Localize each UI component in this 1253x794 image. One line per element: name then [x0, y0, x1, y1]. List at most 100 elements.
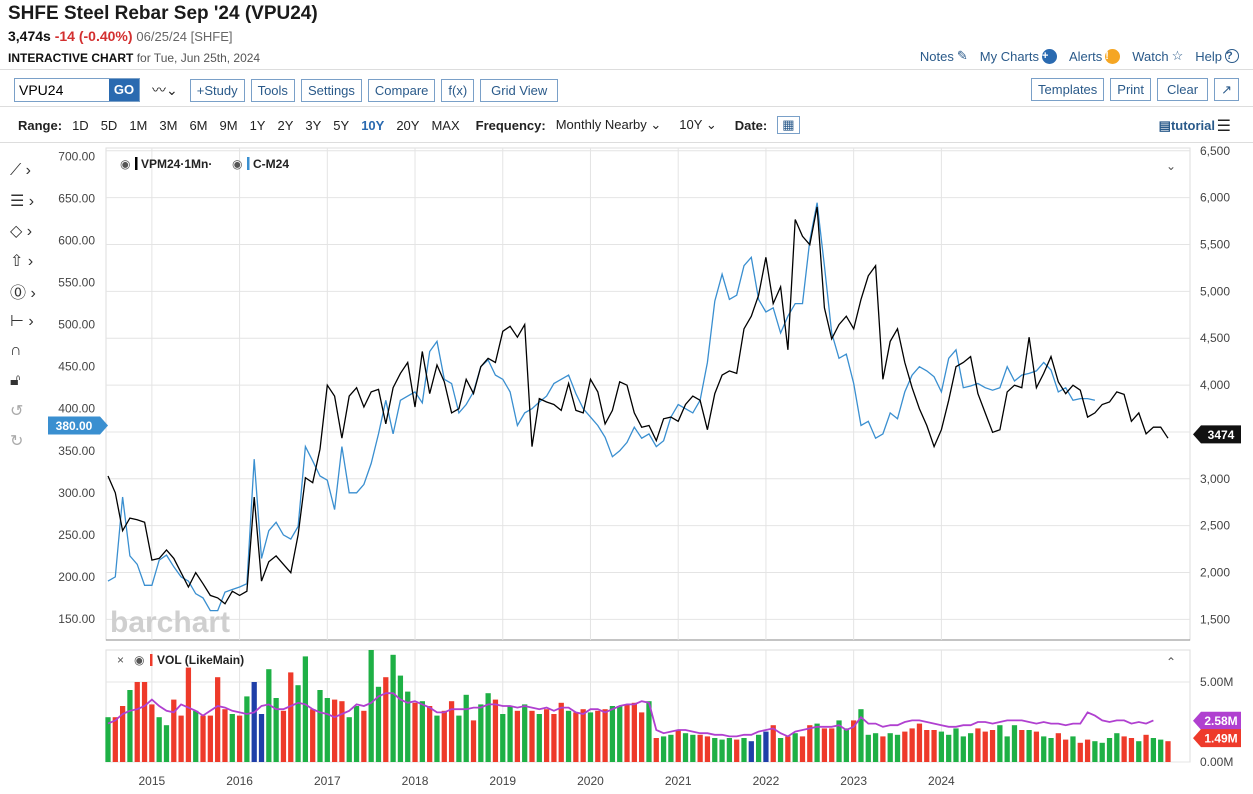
chart-legend: ◉ VPM24·1Mn· ◉ C-M24 ⌄: [120, 157, 1176, 173]
watch-link[interactable]: Watch ☆: [1132, 48, 1183, 64]
left-tick-label: 450.00: [58, 360, 95, 374]
volume-bar: [127, 690, 133, 762]
arrow-tool-icon[interactable]: ⇧ ›: [10, 252, 34, 270]
expand-icon[interactable]: ↗: [1214, 78, 1239, 101]
x-tick-label: 2022: [753, 774, 780, 788]
volume-bar: [946, 734, 952, 762]
frequency-select[interactable]: Monthly Nearby ⌄: [556, 117, 662, 133]
right-tick-label: 5,000: [1200, 284, 1230, 298]
undo-icon[interactable]: ↺: [10, 402, 24, 420]
my-charts-link[interactable]: My Charts +: [980, 48, 1057, 64]
chart-type-icon[interactable]: 〰⌄: [152, 82, 178, 98]
volume-bar: [1158, 739, 1164, 762]
grid-view-button[interactable]: Grid View: [480, 78, 559, 102]
volume-bar: [236, 715, 243, 762]
fib-tool-icon[interactable]: ☰ ›: [10, 192, 35, 210]
go-button[interactable]: GO: [109, 79, 139, 101]
volume-bar: [500, 714, 506, 762]
volume-bar: [1121, 736, 1127, 762]
magnet-icon[interactable]: ∩: [10, 341, 22, 359]
left-tick-label: 300.00: [58, 486, 95, 500]
volume-average-marker: 2.58M: [1193, 711, 1241, 730]
range-3y[interactable]: 3Y: [305, 117, 322, 133]
volume-bar: [105, 717, 111, 762]
volume-bar: [712, 738, 718, 762]
volume-bar: [397, 675, 404, 762]
volume-bar: [1004, 736, 1010, 762]
tutorial-link[interactable]: ▤tutorial: [1159, 118, 1215, 134]
range-5y[interactable]: 5Y: [333, 117, 350, 133]
left-tick-label: 250.00: [58, 528, 95, 542]
volume-bar: [851, 720, 857, 762]
volume-bar: [441, 710, 447, 762]
range-20y[interactable]: 20Y: [396, 117, 420, 133]
measure-tool-icon[interactable]: ⊢ ›: [10, 312, 34, 330]
volume-bar: [887, 733, 893, 762]
range-10y[interactable]: 10Y: [361, 117, 385, 133]
clear-button[interactable]: Clear: [1157, 78, 1209, 101]
svg-text:3474: 3474: [1208, 428, 1235, 442]
right-tick-label: 5,500: [1200, 238, 1230, 252]
range-max[interactable]: MAX: [431, 117, 460, 133]
tutorial-label: tutorial: [1170, 118, 1215, 133]
volume-bar: [1055, 733, 1061, 762]
right-tick-label: 2,000: [1200, 566, 1230, 580]
range-9m[interactable]: 9M: [219, 117, 238, 133]
period-select[interactable]: 10Y ⌄: [679, 117, 716, 133]
symbol-input[interactable]: [15, 79, 109, 101]
tools-button[interactable]: Tools: [250, 78, 295, 102]
print-button[interactable]: Print: [1110, 78, 1152, 101]
volume-bar: [880, 736, 886, 762]
svg-text:1.49M: 1.49M: [1204, 732, 1237, 746]
range-3m[interactable]: 3M: [159, 117, 178, 133]
volume-bar: [551, 714, 557, 762]
study-button[interactable]: +Study: [189, 78, 245, 102]
templates-button[interactable]: Templates: [1031, 78, 1105, 101]
compare-button[interactable]: Compare: [367, 78, 436, 102]
range-2y[interactable]: 2Y: [277, 117, 294, 133]
alerts-label: Alerts: [1069, 48, 1103, 64]
volume-bar: [178, 715, 184, 762]
volume-bar: [865, 734, 871, 762]
volume-bar: [492, 699, 499, 762]
x-tick-label: 2016: [226, 774, 253, 788]
range-6m[interactable]: 6M: [189, 117, 208, 133]
volume-bar: [288, 672, 294, 762]
volume-bar: [207, 715, 213, 762]
menu-icon[interactable]: ☰: [1216, 118, 1231, 135]
notes-link[interactable]: Notes ✎: [920, 48, 968, 64]
svg-text:380.00: 380.00: [56, 419, 93, 433]
volume-bar: [339, 701, 345, 762]
volume-bar: [368, 650, 374, 762]
range-1d[interactable]: 1D: [72, 117, 89, 133]
trendline-tool-icon[interactable]: ⟋ ›: [10, 161, 31, 179]
volume-average-line: [107, 692, 1154, 738]
collapse-chevron-icon: ⌄: [1166, 159, 1176, 173]
legend-swatch: [150, 654, 153, 666]
calendar-icon[interactable]: ▦: [777, 116, 800, 134]
fx-button[interactable]: f(x): [441, 78, 475, 102]
volume-tick-label: 0.00M: [1200, 755, 1233, 769]
volume-bar: [755, 734, 762, 762]
range-1y[interactable]: 1Y: [249, 117, 266, 133]
volume-bar: [924, 730, 930, 762]
range-5d[interactable]: 5D: [100, 117, 118, 133]
volume-bar: [565, 710, 572, 762]
alerts-link[interactable]: Alerts!: [1069, 48, 1121, 64]
volume-axis: × ◉ VOL (LikeMain) ⌃ 0.00M 5.00M: [117, 653, 1233, 769]
volume-bar: [302, 656, 309, 762]
shape-tool-icon[interactable]: ◇ ›: [10, 222, 33, 240]
help-link[interactable]: Help?: [1195, 48, 1239, 64]
volume-bar: [617, 706, 623, 762]
frequency-value: Monthly Nearby: [555, 117, 647, 132]
range-1m[interactable]: 1M: [129, 117, 148, 133]
chevron-down-icon: ⌄: [650, 117, 662, 132]
redo-icon[interactable]: ↻: [10, 432, 24, 450]
price-change: -14 (-0.40%): [54, 28, 133, 44]
lock-icon[interactable]: 🔓︎: [10, 371, 21, 389]
volume-bar: [587, 712, 594, 762]
annotation-tool-icon[interactable]: ⓪ ›: [10, 284, 36, 302]
volume-bar: [960, 736, 966, 762]
settings-button[interactable]: Settings: [300, 78, 362, 102]
